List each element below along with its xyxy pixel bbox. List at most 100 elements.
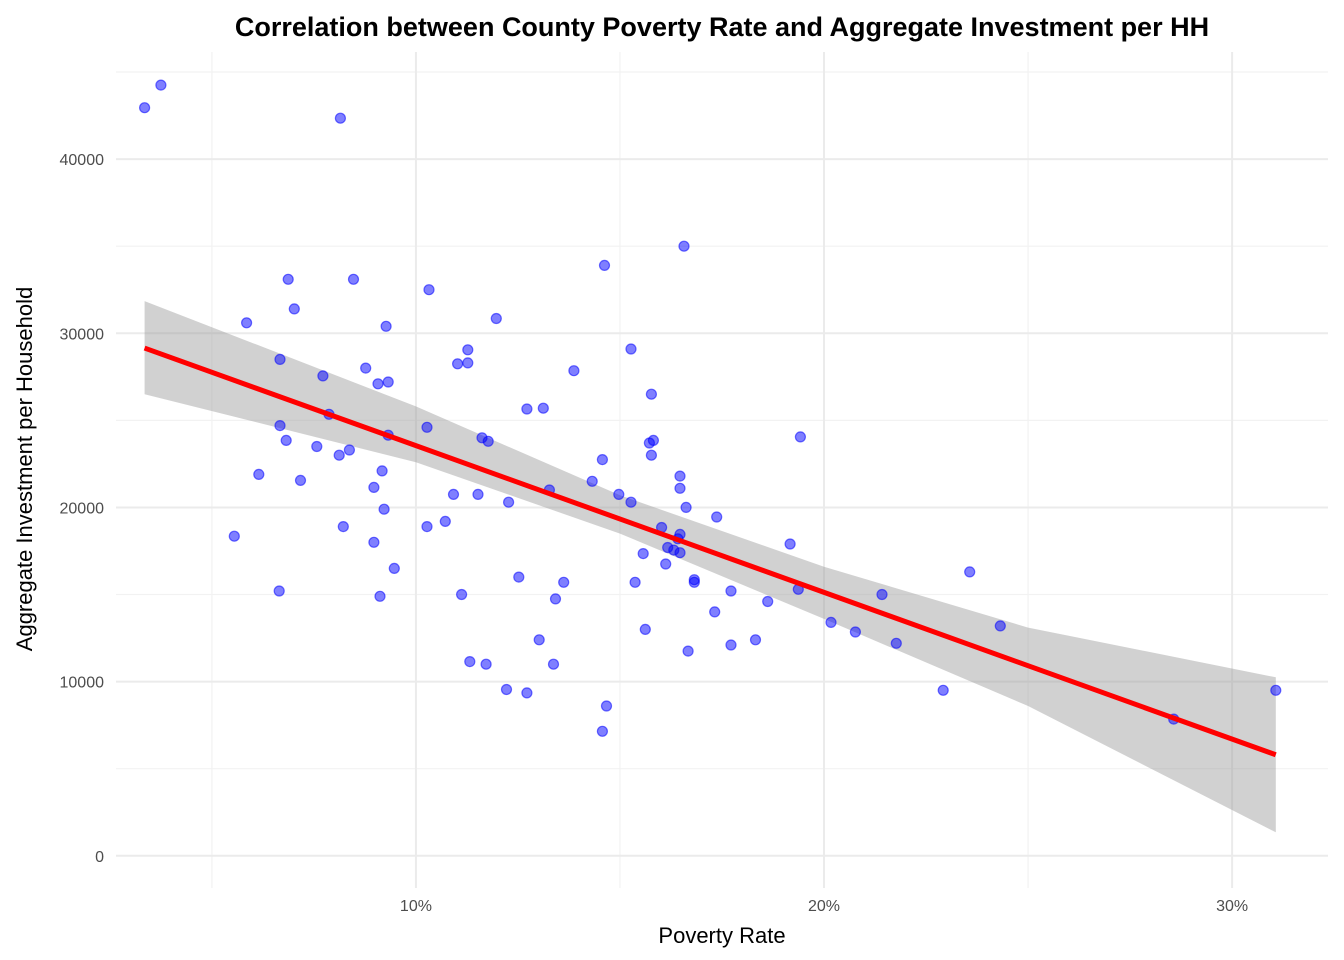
data-point bbox=[613, 488, 625, 500]
data-point bbox=[1270, 684, 1282, 696]
data-point bbox=[139, 102, 151, 114]
data-point bbox=[849, 626, 862, 638]
confidence-band-layer bbox=[144, 301, 1276, 833]
data-point bbox=[549, 593, 562, 605]
data-point bbox=[674, 482, 686, 494]
data-point bbox=[421, 520, 433, 533]
data-point bbox=[964, 566, 976, 578]
data-point bbox=[637, 547, 649, 560]
data-point bbox=[311, 440, 323, 453]
data-point bbox=[682, 645, 694, 657]
data-point bbox=[709, 606, 721, 618]
data-point bbox=[537, 402, 549, 414]
data-point bbox=[288, 303, 300, 315]
data-point bbox=[423, 284, 435, 296]
data-point bbox=[280, 434, 292, 446]
data-point bbox=[639, 623, 651, 636]
data-point bbox=[784, 538, 796, 550]
data-point bbox=[503, 496, 515, 508]
data-point bbox=[688, 576, 700, 588]
x-tick-label: 20% bbox=[808, 898, 840, 915]
data-point bbox=[876, 588, 888, 601]
data-point bbox=[596, 725, 609, 737]
data-point bbox=[462, 357, 474, 369]
y-axis-title: Aggregate Investment per Household bbox=[12, 287, 37, 651]
data-point bbox=[794, 431, 807, 443]
grid-lines bbox=[116, 52, 1328, 888]
data-point bbox=[749, 634, 762, 646]
data-point bbox=[825, 616, 837, 629]
data-point bbox=[317, 370, 329, 382]
data-point bbox=[439, 515, 451, 528]
x-tick-label: 10% bbox=[400, 898, 432, 915]
x-axis-title: Poverty Rate bbox=[658, 923, 785, 948]
data-point bbox=[586, 475, 598, 487]
data-point bbox=[273, 585, 285, 597]
data-point bbox=[274, 353, 286, 365]
y-tick-label: 30000 bbox=[60, 326, 105, 343]
data-point bbox=[274, 420, 286, 432]
data-point bbox=[333, 449, 345, 461]
data-point bbox=[596, 454, 609, 466]
y-tick-label: 10000 bbox=[60, 675, 105, 692]
data-point bbox=[228, 530, 240, 542]
data-point bbox=[645, 388, 658, 400]
data-point bbox=[725, 639, 737, 651]
data-point bbox=[380, 320, 392, 332]
data-point bbox=[533, 634, 545, 646]
tick-labels: 10% 20% 30% 0 10000 20000 30000 40000 bbox=[60, 152, 1249, 915]
data-point bbox=[674, 470, 686, 482]
fit-line-layer bbox=[143, 345, 1277, 758]
data-point bbox=[674, 547, 686, 559]
data-point bbox=[625, 496, 637, 508]
data-point bbox=[482, 435, 494, 447]
data-point bbox=[890, 637, 902, 649]
data-point bbox=[625, 343, 637, 355]
data-point bbox=[347, 273, 360, 285]
data-point bbox=[513, 571, 525, 583]
data-point bbox=[480, 658, 492, 670]
data-point bbox=[456, 588, 468, 601]
data-point bbox=[725, 585, 737, 597]
data-point bbox=[598, 259, 611, 271]
data-point bbox=[372, 378, 384, 390]
data-point bbox=[368, 481, 380, 493]
data-point bbox=[421, 421, 433, 433]
data-point bbox=[629, 576, 641, 588]
data-point bbox=[253, 468, 265, 480]
data-point bbox=[645, 449, 658, 461]
data-point bbox=[994, 620, 1006, 632]
data-point bbox=[547, 658, 560, 670]
data-point bbox=[388, 562, 400, 575]
data-point bbox=[600, 700, 613, 712]
data-point bbox=[382, 376, 394, 388]
y-tick-label: 40000 bbox=[60, 152, 105, 169]
confidence-band bbox=[144, 301, 1276, 833]
data-point bbox=[711, 511, 723, 523]
data-point bbox=[374, 590, 386, 602]
data-point bbox=[343, 444, 355, 456]
data-point bbox=[678, 240, 690, 252]
data-point bbox=[521, 687, 533, 699]
data-point bbox=[447, 488, 460, 500]
data-point bbox=[452, 358, 464, 370]
y-tick-label: 20000 bbox=[60, 500, 105, 517]
data-point bbox=[155, 79, 167, 91]
data-point bbox=[464, 655, 476, 668]
data-point bbox=[500, 683, 513, 696]
data-point bbox=[462, 344, 474, 356]
data-point bbox=[334, 112, 346, 124]
data-point bbox=[294, 474, 307, 486]
data-point bbox=[368, 536, 380, 548]
data-point bbox=[937, 684, 949, 696]
data-point bbox=[660, 558, 672, 570]
data-point bbox=[490, 312, 502, 325]
data-point bbox=[282, 273, 294, 285]
data-point bbox=[521, 403, 533, 415]
data-point bbox=[558, 576, 570, 588]
y-tick-label: 0 bbox=[95, 849, 104, 866]
data-point bbox=[680, 501, 692, 513]
data-point bbox=[762, 595, 774, 608]
regression-line bbox=[143, 345, 1277, 758]
